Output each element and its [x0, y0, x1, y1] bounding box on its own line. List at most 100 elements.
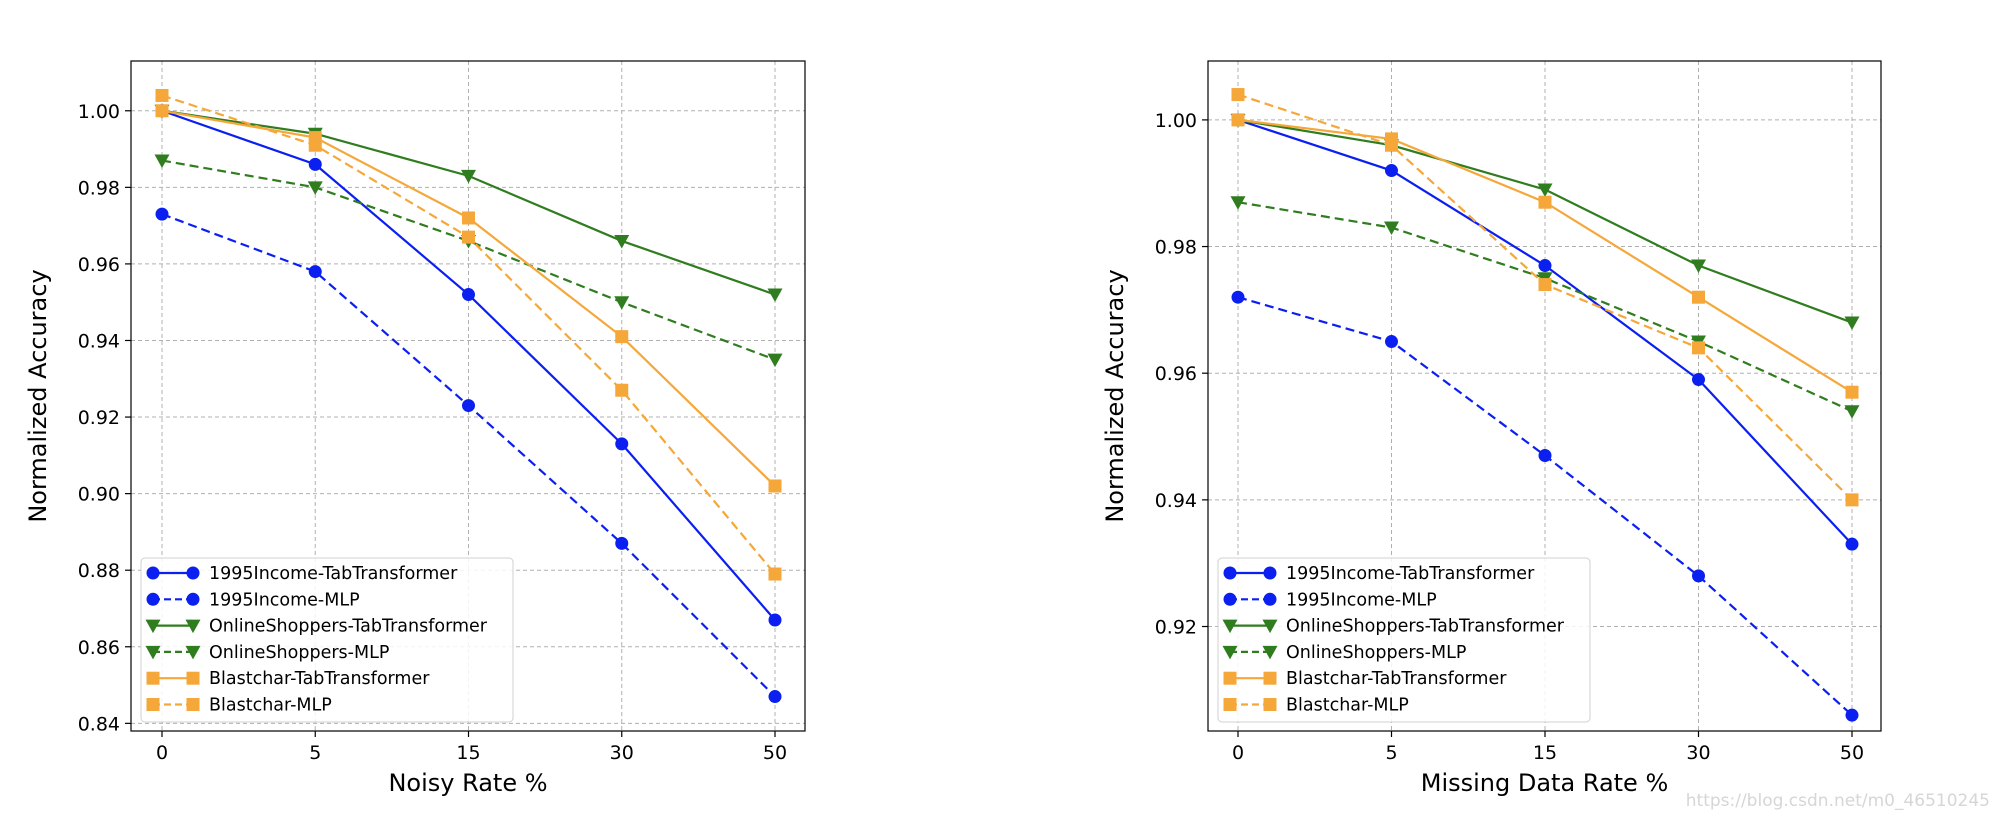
- data-point: [768, 613, 782, 627]
- data-point: [615, 330, 629, 344]
- y-tick-label: 0.92: [78, 407, 120, 429]
- data-point: [1692, 373, 1705, 387]
- data-point: [1692, 341, 1705, 355]
- data-point: [1691, 259, 1706, 274]
- data-point: [1537, 183, 1553, 198]
- legend-label: OnlineShoppers-TabTransformer: [1286, 617, 1565, 637]
- legend-label: 1995Income-TabTransformer: [1286, 564, 1535, 584]
- x-axis-title: Noisy Rate %: [388, 769, 547, 797]
- data-point: [461, 169, 476, 184]
- legend-marker: [186, 698, 200, 711]
- data-point: [1844, 405, 1860, 419]
- legend-marker: [146, 566, 160, 580]
- legend-marker: [145, 645, 161, 660]
- data-point: [1538, 259, 1552, 273]
- x-tick-label: 50: [763, 742, 787, 764]
- y-tick-label: 0.90: [78, 484, 120, 506]
- legend-marker: [146, 698, 160, 711]
- x-tick-label: 0: [156, 742, 168, 764]
- legend-box: [140, 557, 514, 723]
- legend-label: Blastchar-MLP: [209, 696, 332, 716]
- series-5: [155, 104, 782, 493]
- watermark-text: https://blog.csdn.net/m0_46510245: [1685, 791, 1990, 811]
- data-point: [1538, 449, 1552, 463]
- data-point: [1845, 385, 1859, 399]
- legend-marker: [146, 671, 160, 685]
- data-point: [768, 690, 782, 704]
- x-axis-title: Missing Data Rate %: [1421, 769, 1669, 797]
- chart-panel-1: 0 5 15 30 50 0.84 0.86 0.88 0.90 0.92 0.94 0.96 0.98…: [24, 60, 806, 797]
- data-point: [1692, 290, 1705, 304]
- data-point: [1384, 221, 1399, 236]
- data-point: [768, 479, 782, 493]
- legend-marker: [1262, 645, 1278, 660]
- legend-marker: [186, 566, 200, 580]
- y-tick-label: 1.00: [78, 101, 120, 123]
- legend-label: Blastchar-TabTransformer: [1286, 669, 1507, 689]
- y-axis-title: Normalized Accuracy: [1101, 269, 1129, 522]
- data-point: [308, 138, 322, 152]
- data-point: [462, 399, 475, 413]
- data-point: [155, 104, 169, 118]
- data-point: [308, 157, 322, 171]
- data-point: [155, 207, 169, 221]
- legend-label: OnlineShoppers-TabTransformer: [209, 617, 488, 637]
- data-point: [767, 288, 783, 303]
- y-tick-label: 0.84: [78, 713, 120, 735]
- y-tick-label: 0.86: [78, 637, 120, 659]
- legend-label: Blastchar-MLP: [1286, 696, 1409, 716]
- data-point: [767, 353, 783, 368]
- chart-panel-2: 0 5 15 30 50 0.92 0.94 0.96 0.98 1.00 Missing Data…: [1101, 60, 1882, 797]
- data-point: [1385, 138, 1398, 152]
- legend-marker: [1263, 671, 1277, 685]
- data-point: [1845, 537, 1859, 551]
- legend-marker: [1223, 698, 1237, 711]
- y-tick-label: 0.88: [78, 560, 120, 582]
- series-line: [161, 159, 776, 361]
- series-6: [1231, 88, 1859, 507]
- legend-marker: [1223, 592, 1237, 606]
- legend-label: 1995Income-MLP: [1286, 590, 1437, 610]
- y-tick-label: 1.00: [1155, 110, 1197, 132]
- legend-marker: [1223, 671, 1237, 685]
- legend-marker: [185, 645, 201, 660]
- x-tick-label: 15: [456, 742, 480, 764]
- series-1: [1231, 113, 1859, 551]
- legend-label: OnlineShoppers-MLP: [1286, 643, 1466, 663]
- legend-marker: [1262, 619, 1278, 634]
- data-point: [1692, 569, 1705, 583]
- x-tick-label: 5: [1385, 742, 1397, 764]
- y-tick-label: 0.94: [1155, 490, 1197, 512]
- legend-marker: [185, 619, 201, 634]
- data-point: [1231, 113, 1245, 127]
- data-point: [1844, 316, 1860, 331]
- x-tick-label: 30: [1686, 742, 1710, 764]
- legend-marker: [146, 592, 160, 606]
- legend-box: [1217, 557, 1591, 723]
- legend-label: OnlineShoppers-MLP: [209, 643, 389, 663]
- data-point: [615, 437, 629, 451]
- series-4: [1230, 196, 1860, 419]
- data-point: [1538, 278, 1552, 292]
- x-tick-label: 0: [1232, 742, 1244, 764]
- series-2: [1231, 290, 1859, 722]
- series-6: [155, 88, 782, 581]
- data-point: [462, 288, 475, 302]
- legend-label: Blastchar-TabTransformer: [209, 669, 430, 689]
- y-tick-label: 0.98: [78, 177, 120, 199]
- data-point: [614, 234, 630, 249]
- data-point: [1231, 290, 1245, 304]
- data-point: [615, 383, 629, 397]
- data-point: [1385, 164, 1398, 178]
- data-point: [1845, 493, 1859, 507]
- data-point: [1231, 88, 1245, 102]
- data-point: [155, 88, 169, 102]
- y-tick-label: 0.96: [78, 254, 120, 276]
- data-point: [1538, 195, 1552, 209]
- data-point: [462, 230, 475, 244]
- y-tick-label: 0.92: [1155, 617, 1197, 639]
- data-point: [615, 536, 629, 550]
- legend: 1995Income-TabTransformer 1995Income-MLP O…: [140, 557, 514, 723]
- legend-marker: [186, 592, 200, 606]
- series-line: [1237, 201, 1853, 413]
